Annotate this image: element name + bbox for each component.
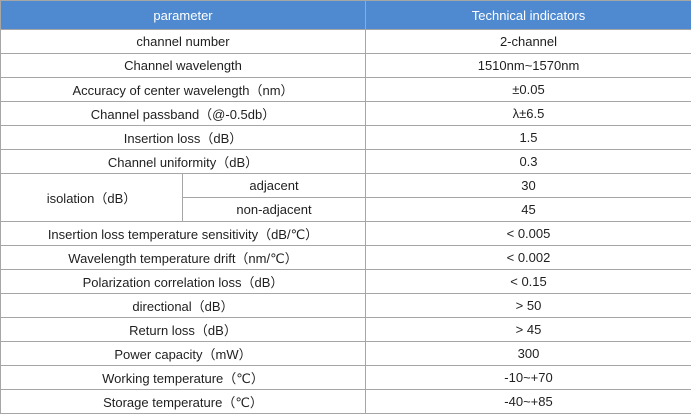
value-cell: 1.5	[366, 126, 691, 150]
table-row: Channel wavelength 1510nm~1570nm	[1, 54, 691, 78]
isolation-sub-label-cell: non-adjacent	[183, 198, 366, 222]
param-cell: Channel uniformity（dB）	[1, 150, 366, 174]
param-cell: Wavelength temperature drift（nm/℃）	[1, 246, 366, 270]
value-cell: 30	[366, 174, 691, 198]
value-cell: 45	[366, 198, 691, 222]
table-row: Storage temperature（℃） -40~+85	[1, 390, 691, 414]
param-cell: Accuracy of center wavelength（nm）	[1, 78, 366, 102]
isolation-sub-label-cell: adjacent	[183, 174, 366, 198]
table-row: Wavelength temperature drift（nm/℃） < 0.0…	[1, 246, 691, 270]
table-row: Polarization correlation loss（dB） < 0.15	[1, 270, 691, 294]
table-row-isolation-adjacent: isolation（dB） adjacent 30	[1, 174, 691, 198]
value-cell: 1510nm~1570nm	[366, 54, 691, 78]
table-row: Accuracy of center wavelength（nm） ±0.05	[1, 78, 691, 102]
table-row: Insertion loss temperature sensitivity（d…	[1, 222, 691, 246]
param-cell: Channel passband（@-0.5db）	[1, 102, 366, 126]
param-cell: Channel wavelength	[1, 54, 366, 78]
header-cell-parameter: parameter	[1, 1, 366, 30]
table-row: Channel passband（@-0.5db） λ±6.5	[1, 102, 691, 126]
value-cell: < 0.002	[366, 246, 691, 270]
param-cell: Insertion loss（dB）	[1, 126, 366, 150]
param-cell: Polarization correlation loss（dB）	[1, 270, 366, 294]
value-cell: < 0.005	[366, 222, 691, 246]
value-cell: λ±6.5	[366, 102, 691, 126]
param-cell: Working temperature（℃）	[1, 366, 366, 390]
value-cell: -10~+70	[366, 366, 691, 390]
param-cell: channel number	[1, 30, 366, 54]
header-row: parameter Technical indicators	[1, 1, 691, 30]
table-row: channel number 2-channel	[1, 30, 691, 54]
table-row: Channel uniformity（dB） 0.3	[1, 150, 691, 174]
table-row: Working temperature（℃） -10~+70	[1, 366, 691, 390]
table-row: Return loss（dB） > 45	[1, 318, 691, 342]
header-cell-technical-indicators: Technical indicators	[366, 1, 691, 30]
isolation-param-cell: isolation（dB）	[1, 174, 183, 222]
param-cell: Storage temperature（℃）	[1, 390, 366, 414]
table-row: Power capacity（mW） 300	[1, 342, 691, 366]
value-cell: > 45	[366, 318, 691, 342]
param-cell: Insertion loss temperature sensitivity（d…	[1, 222, 366, 246]
value-cell: > 50	[366, 294, 691, 318]
value-cell: ±0.05	[366, 78, 691, 102]
param-cell: Return loss（dB）	[1, 318, 366, 342]
param-cell: Power capacity（mW）	[1, 342, 366, 366]
value-cell: -40~+85	[366, 390, 691, 414]
value-cell: 0.3	[366, 150, 691, 174]
value-cell: 300	[366, 342, 691, 366]
table-row: directional（dB） > 50	[1, 294, 691, 318]
value-cell: 2-channel	[366, 30, 691, 54]
param-cell: directional（dB）	[1, 294, 366, 318]
value-cell: < 0.15	[366, 270, 691, 294]
table-row: Insertion loss（dB） 1.5	[1, 126, 691, 150]
